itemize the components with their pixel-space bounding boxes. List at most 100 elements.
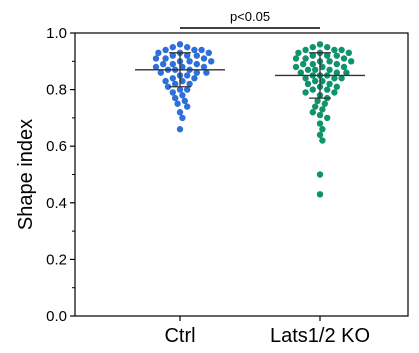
data-point [316,171,324,178]
data-point [172,94,179,102]
data-point [193,69,200,76]
data-point [162,77,169,85]
data-point [160,60,167,68]
data-point [324,52,331,59]
data-point [333,52,340,59]
data-point [152,63,160,71]
data-point [316,41,324,48]
data-point [162,55,169,62]
data-point [321,100,328,107]
data-point [295,49,302,57]
data-point [176,41,184,48]
data-point [198,46,205,54]
data-point [331,75,338,82]
axes: 0.0 0.2 0.4 0.6 0.8 1.0 Ctrl Lats1/2 KO [46,25,409,347]
data-point [302,46,309,54]
data-point [331,89,338,96]
data-point [292,63,300,71]
data-point [319,106,326,113]
data-point [193,60,200,68]
data-point [331,46,338,54]
data-point [314,97,321,105]
data-point [186,80,193,88]
data-point [184,52,191,59]
data-point [304,66,312,73]
data-point [174,100,181,107]
y-tick-label: 1.0 [46,25,67,42]
data-point [302,55,309,62]
data-point [316,120,324,127]
data-point [319,77,326,85]
data-point [184,86,191,93]
data-point [309,43,316,51]
data-point [324,114,331,122]
data-point [169,75,176,82]
mean-sd-bars [135,52,365,99]
data-point [184,72,191,79]
data-point [172,80,179,88]
y-tick-label: 0.8 [46,82,67,99]
y-tick-label: 0.4 [46,195,67,212]
y-axis-title: Shape index [15,119,37,230]
significance-bracket: p<0.05 [180,9,320,29]
data-point [297,69,304,76]
data-point [169,89,176,96]
data-point [338,75,345,82]
data-point [338,46,345,54]
data-point [348,58,355,65]
data-point [312,103,319,110]
data-point [164,83,172,90]
data-point [292,55,300,62]
data-point [193,52,200,59]
data-point [343,69,350,76]
data-point [176,126,184,133]
data-point [169,60,176,68]
data-point [162,46,169,54]
data-point [300,60,307,68]
data-point [186,58,193,65]
y-tick-label: 0.2 [46,251,67,268]
data-point [205,49,212,57]
data-point [152,55,160,62]
data-point [345,49,352,57]
y-tick-label: 0.6 [46,138,67,155]
data-point [191,75,198,82]
data-point [309,86,316,93]
x-tick-label: Lats1/2 KO [270,325,370,347]
data-point [319,126,326,133]
data-point [169,43,176,51]
data-point [200,63,208,71]
data-point [184,43,191,51]
data-point [316,111,324,119]
data-point [333,60,340,68]
data-point [340,63,348,71]
data-point [309,109,316,116]
data-points [152,41,355,198]
data-point [191,46,198,54]
x-tick-label: Ctrl [164,325,195,347]
data-point [333,69,340,76]
data-point [309,52,316,59]
data-point [179,63,186,71]
data-point [312,66,319,73]
data-point [333,83,340,90]
data-point [176,109,184,116]
data-point [157,69,164,76]
data-point [316,131,324,139]
data-point [208,58,215,65]
data-point [179,77,186,85]
data-point [203,69,210,76]
data-point [302,89,309,96]
data-point [316,191,324,198]
data-point [319,63,326,71]
data-point [304,80,312,88]
data-point [324,43,331,51]
data-point [176,86,184,93]
data-point [169,52,176,59]
data-point [326,80,333,88]
y-tick-label: 0.0 [46,308,67,325]
data-point [340,55,348,62]
data-point [319,137,326,144]
data-point [312,77,319,85]
